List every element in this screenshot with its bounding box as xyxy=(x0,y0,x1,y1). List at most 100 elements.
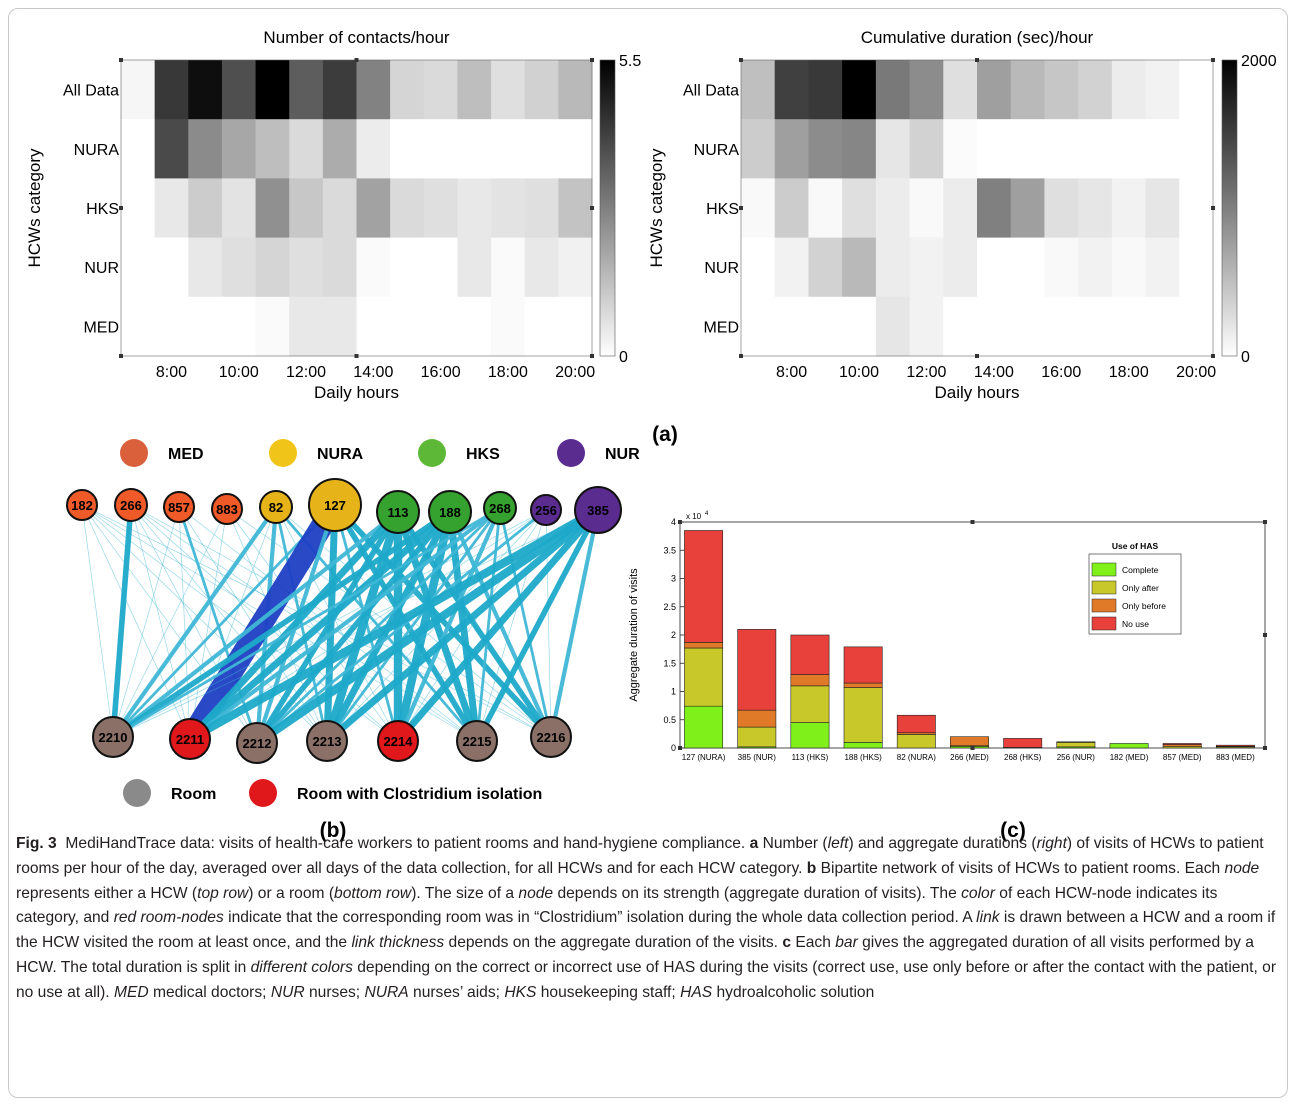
heatmap-cell xyxy=(221,178,257,239)
y-tick-label: 3.5 xyxy=(663,545,676,555)
heatmap-cell xyxy=(390,60,425,120)
heatmap-cell xyxy=(221,237,257,298)
heatmap-cell xyxy=(1145,237,1180,298)
selection-handle xyxy=(975,354,979,358)
heatmap-cell xyxy=(1010,60,1045,120)
caption-abbr: NUR xyxy=(270,983,305,1001)
room-node-label: 2213 xyxy=(313,734,342,749)
bar-segment xyxy=(843,687,883,743)
heatmap-cell xyxy=(943,237,978,298)
caption-b-text: ) or a room ( xyxy=(248,884,335,902)
heatmap-cell xyxy=(121,237,156,298)
hcw-node-label: 188 xyxy=(439,505,461,520)
network-link xyxy=(254,510,401,745)
selection-handle xyxy=(1211,206,1215,210)
heatmap-cell xyxy=(808,237,843,298)
heatmap-cell xyxy=(977,119,1012,179)
bar-x-label: 268 (HKS) xyxy=(1004,753,1042,762)
heatmap-cell xyxy=(774,178,809,239)
hcw-node-385 xyxy=(574,486,622,534)
heatmap-cell xyxy=(154,237,189,298)
selection-handle xyxy=(354,354,359,358)
heatmap-cell xyxy=(423,119,458,179)
heatmap-cell xyxy=(1044,119,1079,179)
heatmap-cell xyxy=(842,296,877,357)
caption-abbr-def: housekeeping staff; xyxy=(540,983,676,1001)
colorbar xyxy=(599,59,616,357)
selection-handle xyxy=(678,746,682,750)
heatmap-x-tick: 14:00 xyxy=(353,364,393,381)
heatmap-cell xyxy=(390,178,425,239)
heatmap-cell xyxy=(390,237,425,298)
bar-segment xyxy=(843,646,883,684)
heatmap-cell xyxy=(1078,178,1113,239)
heatmap-x-tick: 12:00 xyxy=(906,364,946,381)
caption-c-text: depending on the correct or incorrect us… xyxy=(16,958,1277,1001)
caption-a-text: ) and aggregate durations ( xyxy=(848,835,1037,852)
heatmap-cell xyxy=(524,119,559,179)
selection-handle xyxy=(1211,58,1215,62)
selection-handle xyxy=(1263,520,1267,524)
heatmap-cell xyxy=(1111,60,1147,120)
heatmap-cell xyxy=(154,119,189,179)
heatmap-cell xyxy=(774,237,809,298)
network-link xyxy=(254,510,453,745)
bar-segment xyxy=(790,722,830,749)
caption-b-italic: color xyxy=(961,884,995,902)
heatmap-row-label: MED xyxy=(83,319,119,336)
heatmap-cell xyxy=(741,119,776,179)
bar-x-label: 385 (NUR) xyxy=(738,753,777,762)
heatmap-cell xyxy=(188,119,223,179)
heatmap-cell xyxy=(1145,119,1180,179)
bar-segment xyxy=(684,642,724,649)
heatmap-cell xyxy=(524,237,559,298)
caption-b-text: represents either a HCW ( xyxy=(16,884,198,902)
network-link xyxy=(548,509,601,738)
caption-c-italic: different colors xyxy=(250,958,353,976)
legend-label: NURA xyxy=(317,446,364,463)
room-node-label: 2214 xyxy=(384,734,414,749)
bar-segment xyxy=(684,705,724,749)
bar-segment xyxy=(843,742,883,749)
caption-b-italic: top row xyxy=(197,884,249,902)
panel-label-a: (a) xyxy=(652,423,678,446)
heatmap-x-tick: 18:00 xyxy=(1109,364,1149,381)
heatmap-cell xyxy=(188,296,223,357)
heatmap-cell xyxy=(322,119,357,179)
bar-x-label: 256 (NUR) xyxy=(1057,753,1096,762)
heatmap-cell xyxy=(356,178,391,239)
bar-x-label: 883 (MED) xyxy=(1216,753,1255,762)
heatmap-cell xyxy=(774,296,809,357)
heatmap-cell xyxy=(842,60,877,120)
bar-legend-label: No use xyxy=(1122,619,1149,629)
network-link xyxy=(187,506,601,743)
heatmap-cell xyxy=(423,60,458,120)
caption-b-italic: node xyxy=(518,884,554,902)
heatmap-cell xyxy=(909,296,944,357)
heatmap-cell xyxy=(121,60,156,120)
network-link xyxy=(326,509,547,742)
hcw-node-label: 385 xyxy=(587,503,609,518)
heatmap-cell xyxy=(289,237,324,298)
bipartite-network: MED NURA HKS NUR Room Room with Clostridium i… xyxy=(66,439,640,807)
selection-handle xyxy=(1211,354,1215,358)
heatmap-cell xyxy=(1010,296,1045,357)
heatmap-cell xyxy=(457,296,492,357)
bar-legend-swatch xyxy=(1091,598,1117,613)
network-link xyxy=(110,504,134,738)
heatmap-ylabel: HCWs category xyxy=(647,148,666,268)
legend-dot-med xyxy=(120,439,148,467)
heatmap-cell xyxy=(1179,178,1214,239)
caption-a-text: Number ( xyxy=(762,835,828,852)
figure-frame xyxy=(8,8,1288,1098)
bar-legend-title: Use of HAS xyxy=(1112,541,1159,551)
legend-dot-room xyxy=(249,779,277,807)
heatmap-cell xyxy=(842,119,877,179)
heatmap-cell xyxy=(390,296,425,357)
caption-c-label: c xyxy=(782,934,791,952)
y-tick-label: 0 xyxy=(671,743,676,753)
heatmap-cell xyxy=(289,296,324,357)
heatmap-cell xyxy=(322,60,357,120)
caption-b-text: depends on the aggregate duration of the… xyxy=(448,934,778,952)
